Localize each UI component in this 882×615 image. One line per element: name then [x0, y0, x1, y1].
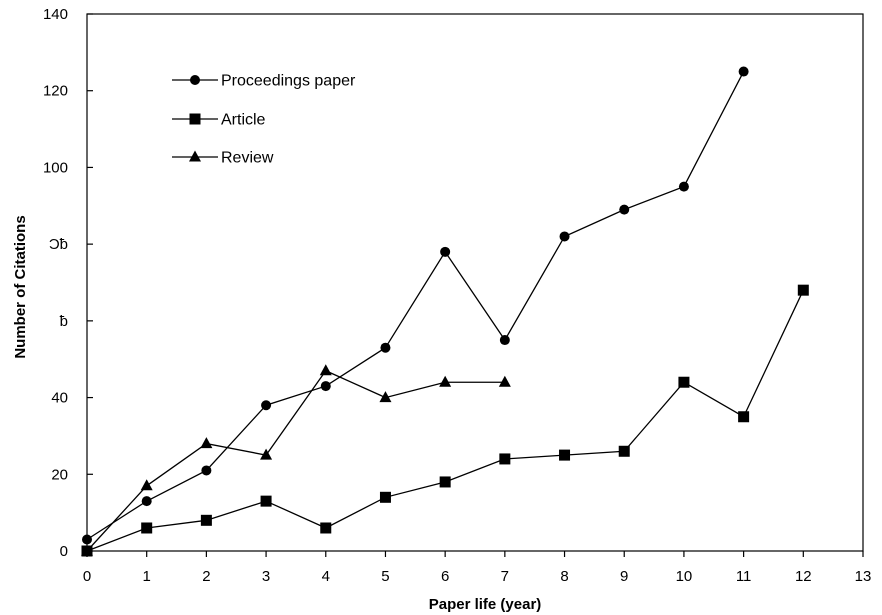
- legend-item-circle: Proceedings paper: [172, 73, 356, 90]
- x-tick-label: 6: [441, 568, 449, 585]
- x-tick-label: 12: [795, 568, 812, 585]
- y-axis: 0 20 40 ƀ Ɔƀ 100 120 140: [43, 6, 93, 560]
- x-tick-label: 0: [83, 568, 91, 585]
- x-tick-label: 8: [560, 568, 568, 585]
- data-point-circle: [201, 465, 212, 476]
- data-point-triangle: [498, 375, 511, 387]
- series-line-circle: [86, 71, 745, 541]
- x-tick-label: 5: [381, 568, 389, 585]
- data-point-square: [439, 476, 451, 488]
- data-point-square: [678, 376, 690, 388]
- legend-marker-triangle: [189, 150, 201, 162]
- data-point-circle: [82, 534, 92, 545]
- data-point-circle: [141, 496, 152, 507]
- y-tick-label: 0: [60, 543, 68, 560]
- legend-item-square: Article: [172, 112, 266, 129]
- legend-label: Review: [221, 150, 274, 167]
- series-layer: [81, 66, 809, 557]
- series-circle: [82, 66, 749, 545]
- data-point-square: [260, 495, 272, 507]
- data-point-circle: [559, 231, 570, 242]
- data-point-square: [618, 445, 630, 457]
- x-tick-label: 7: [501, 568, 509, 585]
- x-axis: 0 1 2 3 4 5 6 7 8 9 10 11 12 13: [83, 551, 872, 585]
- data-point-circle: [678, 181, 689, 192]
- y-tick-label: 120: [43, 83, 68, 100]
- data-point-circle: [440, 246, 451, 257]
- x-tick-label: 4: [322, 568, 330, 585]
- data-point-circle: [499, 335, 510, 346]
- data-point-square: [559, 449, 571, 461]
- data-point-triangle: [439, 375, 452, 387]
- data-point-square: [200, 514, 212, 526]
- y-tick-label: ƀ: [60, 313, 68, 330]
- data-point-triangle: [140, 479, 153, 491]
- plot-area: [86, 13, 864, 552]
- data-point-square: [320, 522, 332, 534]
- x-tick-label: 9: [620, 568, 628, 585]
- data-point-square: [797, 284, 809, 296]
- y-tick-label: Ɔƀ: [49, 236, 68, 253]
- legend-marker-square: [189, 113, 201, 125]
- legend-label: Proceedings paper: [221, 73, 356, 90]
- y-tick-label: 20: [51, 466, 68, 483]
- y-tick-label: 140: [43, 6, 68, 23]
- data-point-square: [379, 491, 391, 503]
- data-point-square: [141, 522, 153, 534]
- data-point-circle: [261, 400, 272, 411]
- x-tick-label: 13: [855, 568, 872, 585]
- data-point-triangle: [319, 364, 332, 376]
- x-axis-title: Paper life (year): [429, 596, 542, 613]
- x-tick-label: 11: [736, 568, 752, 585]
- data-point-circle: [738, 66, 749, 77]
- legend-item-triangle: Review: [172, 150, 274, 167]
- x-tick-label: 1: [143, 568, 151, 585]
- data-point-triangle: [260, 448, 273, 460]
- y-tick-label: 100: [43, 159, 68, 176]
- data-point-circle: [619, 204, 630, 215]
- x-tick-label: 2: [202, 568, 210, 585]
- series-line-triangle: [86, 369, 505, 552]
- data-point-triangle: [379, 391, 392, 403]
- series-line-square: [86, 289, 804, 552]
- data-point-square: [499, 453, 511, 465]
- legend: Proceedings paper Article Review: [172, 73, 356, 167]
- legend-marker-circle: [190, 75, 200, 85]
- data-point-triangle: [81, 544, 93, 556]
- series-triangle: [81, 364, 511, 556]
- data-point-square: [738, 411, 750, 423]
- x-tick-label: 3: [262, 568, 270, 585]
- series-square: [81, 284, 809, 557]
- legend-label: Article: [221, 112, 266, 129]
- y-tick-label: 40: [51, 390, 68, 407]
- x-tick-label: 10: [676, 568, 693, 585]
- data-point-circle: [320, 381, 331, 392]
- y-axis-title: Number of Citations: [12, 215, 29, 358]
- data-point-triangle: [200, 437, 213, 449]
- data-point-circle: [380, 342, 391, 353]
